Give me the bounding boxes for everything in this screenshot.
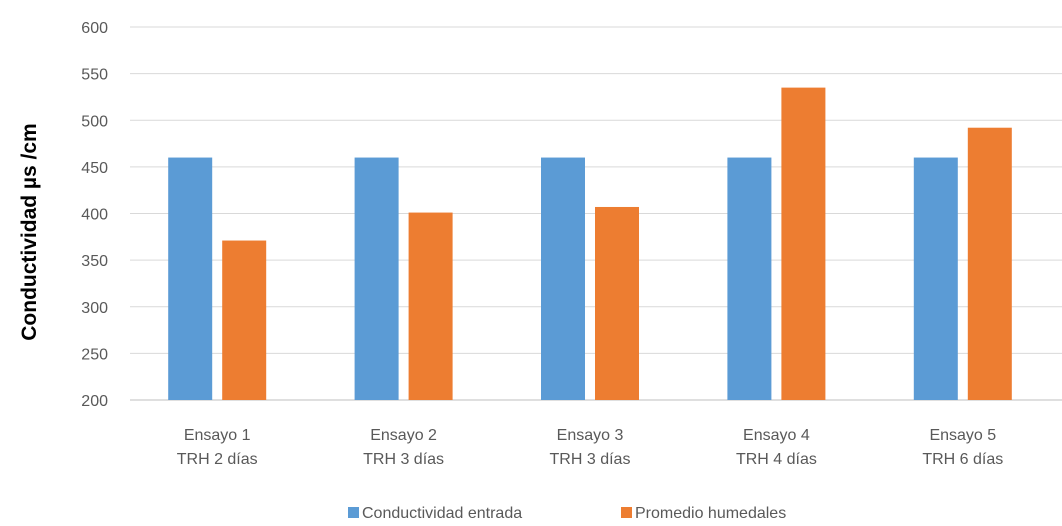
bar-conductividad-entrada: [541, 157, 585, 400]
x-category-label: Ensayo 1: [184, 427, 251, 444]
y-tick-label: 450: [81, 160, 108, 177]
bar-promedio-humedales: [781, 87, 826, 401]
x-axis-categories: Ensayo 1 TRH 2 días Ensayo 2 TRH 3 días Ensa…: [177, 427, 1004, 468]
bar-promedio-humedales: [967, 127, 1012, 401]
x-category-label: Ensayo 2: [370, 427, 437, 444]
legend: Conductividad entrada Promedio humedales: [348, 505, 786, 522]
y-tick-label: 500: [81, 113, 108, 130]
x-category-label: TRH 4 días: [736, 451, 817, 468]
x-category-label: Ensayo 5: [929, 427, 996, 444]
bar-conductividad-entrada: [913, 157, 958, 400]
bar-promedio-humedales: [408, 212, 453, 400]
bar-promedio-humedales: [595, 206, 639, 400]
x-category-label: TRH 3 días: [550, 451, 631, 468]
bar-conductividad-entrada: [727, 157, 772, 400]
x-category-label: Ensayo 3: [557, 427, 624, 444]
x-category-label: TRH 2 días: [177, 451, 258, 468]
legend-swatch-conductividad-entrada: [348, 507, 359, 518]
y-tick-label: 200: [81, 393, 108, 410]
bar-conductividad-entrada: [354, 157, 399, 400]
legend-label-promedio-humedales: Promedio humedales: [635, 505, 786, 521]
bars: [168, 87, 1012, 401]
bar-promedio-humedales: [222, 240, 267, 400]
y-tick-label: 600: [81, 20, 108, 37]
bar-conductividad-entrada: [168, 157, 213, 400]
y-tick-label: 400: [81, 207, 108, 224]
x-category-label: TRH 6 días: [922, 451, 1003, 468]
y-tick-label: 350: [81, 253, 108, 270]
legend-swatch-promedio-humedales: [621, 507, 632, 518]
y-tick-label: 550: [81, 67, 108, 84]
legend-label-conductividad-entrada: Conductividad entrada: [362, 505, 522, 521]
x-category-label: TRH 3 días: [363, 451, 444, 468]
y-axis-ticks: 200 250 300 350 400 450 500 550 600: [81, 20, 108, 410]
y-axis-label: Conductividad µs /cm: [18, 123, 41, 340]
x-category-label: Ensayo 4: [743, 427, 810, 444]
y-tick-label: 300: [81, 300, 108, 317]
y-tick-label: 250: [81, 346, 108, 363]
